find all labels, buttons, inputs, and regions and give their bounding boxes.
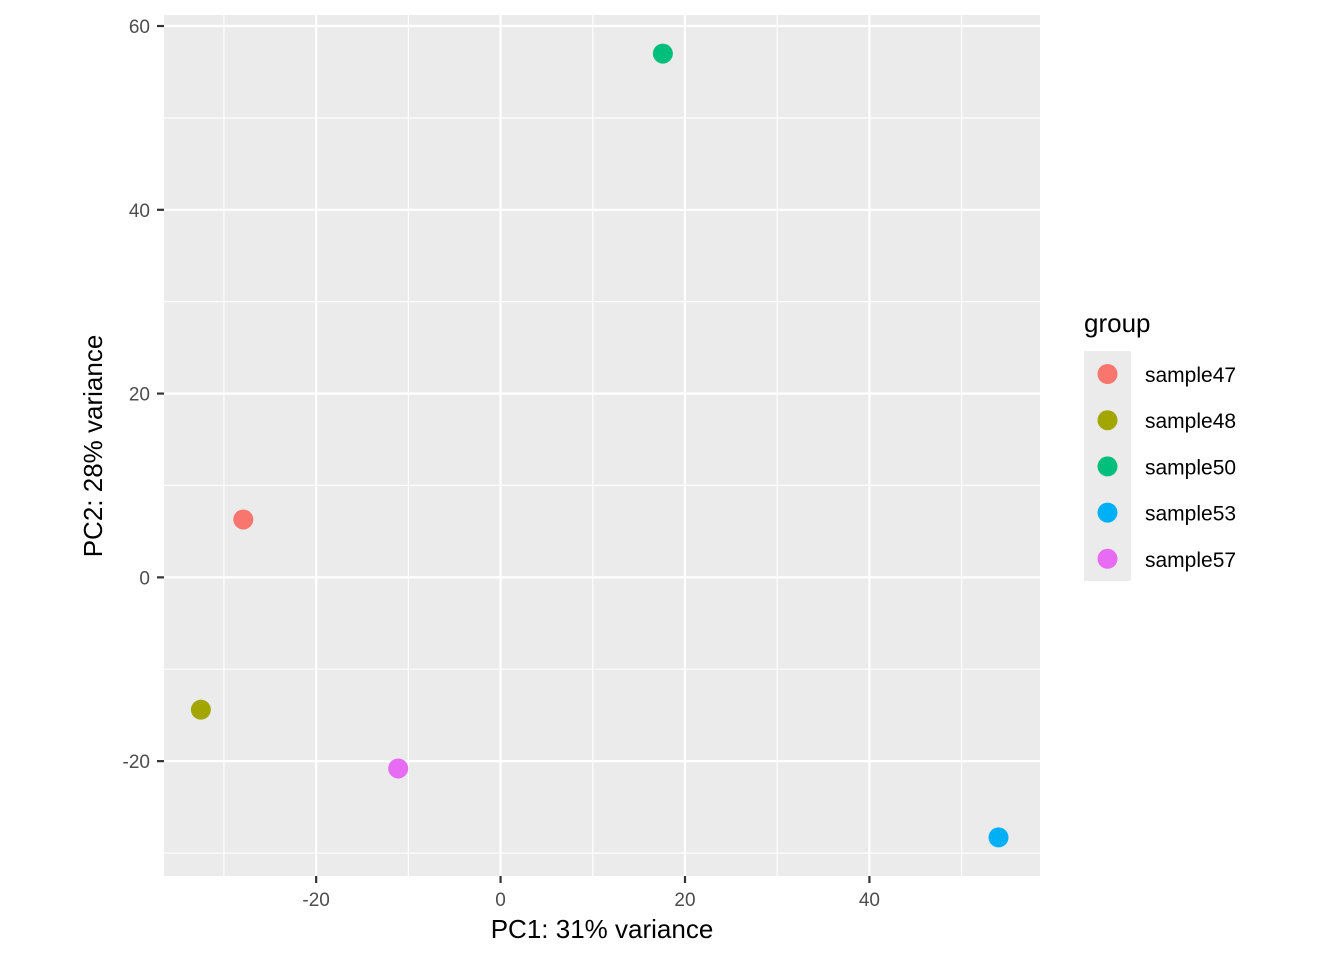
data-point-sample50 bbox=[652, 43, 673, 64]
legend-label-sample50: sample50 bbox=[1145, 456, 1236, 479]
y-tick-label: 60 bbox=[129, 17, 150, 38]
plot-panel bbox=[164, 15, 1040, 876]
y-tick-label: -20 bbox=[123, 752, 150, 773]
x-axis: -20 0 20 40 bbox=[302, 876, 880, 911]
x-tick-label: 20 bbox=[674, 890, 695, 911]
y-tick-label: 20 bbox=[129, 385, 150, 406]
data-point-sample57 bbox=[388, 758, 409, 779]
legend: group sample47sample48sample50sample53sa… bbox=[1084, 308, 1236, 581]
y-tick-label: 0 bbox=[139, 568, 150, 589]
minor-gridlines bbox=[164, 15, 1040, 876]
data-point-sample48 bbox=[190, 699, 211, 720]
major-gridlines bbox=[164, 15, 1040, 876]
y-tick-label: 40 bbox=[129, 201, 150, 222]
legend-key-sample57 bbox=[1097, 548, 1118, 569]
legend-title: group bbox=[1084, 308, 1151, 338]
legend-label-sample47: sample47 bbox=[1145, 364, 1236, 387]
data-point-sample47 bbox=[233, 509, 254, 530]
legend-key-sample50 bbox=[1097, 456, 1118, 477]
data-point-sample53 bbox=[988, 827, 1009, 848]
legend-key-sample47 bbox=[1097, 364, 1118, 384]
legend-key-sample53 bbox=[1097, 502, 1118, 523]
x-axis-title: PC1: 31% variance bbox=[491, 914, 714, 944]
x-tick-label: 40 bbox=[859, 890, 880, 911]
legend-label-sample53: sample53 bbox=[1145, 503, 1236, 526]
legend-items: sample47 sample48 sample50 sample53 sample57 bbox=[1097, 364, 1236, 572]
data-points bbox=[190, 43, 1009, 848]
legend-key-sample48 bbox=[1097, 410, 1118, 431]
x-tick-label: -20 bbox=[302, 890, 329, 911]
x-tick-label: 0 bbox=[495, 890, 506, 911]
legend-label-sample57: sample57 bbox=[1145, 549, 1236, 572]
y-axis: -20 0 20 40 60 bbox=[123, 17, 164, 773]
legend-label-sample48: sample48 bbox=[1145, 410, 1236, 433]
y-axis-title: PC2: 28% variance bbox=[78, 335, 108, 558]
